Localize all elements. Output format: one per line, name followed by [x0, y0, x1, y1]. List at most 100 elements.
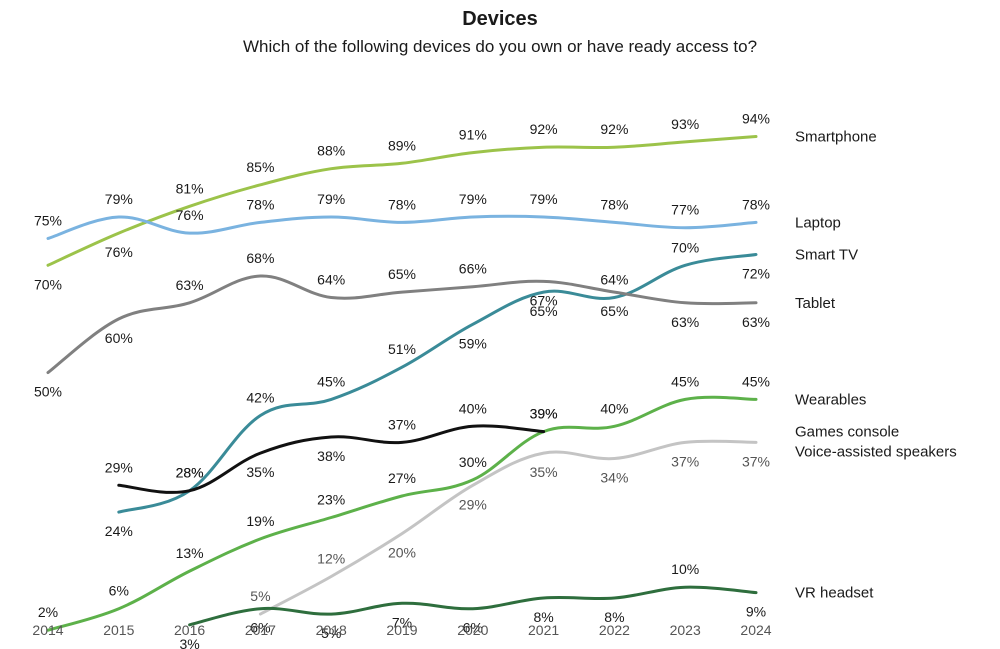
- data-label-vr-headset: 8%: [533, 609, 553, 625]
- series-line-vr-headset: [188, 585, 758, 627]
- data-label-smart-tv: 72%: [742, 266, 770, 282]
- data-label-smartphone: 85%: [246, 159, 274, 175]
- data-label-tablet: 64%: [317, 271, 345, 287]
- chart-title: Devices: [462, 8, 538, 30]
- data-label-voice-assisted-speakers: 37%: [742, 453, 770, 469]
- series-label-smart-tv: Smart TV: [795, 247, 858, 264]
- data-label-laptop: 78%: [742, 196, 770, 212]
- x-tick-label: 2022: [599, 622, 630, 638]
- data-label-laptop: 79%: [530, 191, 558, 207]
- data-label-wearables: 27%: [388, 470, 416, 486]
- data-label-games-console: 38%: [317, 448, 345, 464]
- data-label-vr-headset: 9%: [746, 604, 766, 620]
- x-tick-label: 2019: [386, 622, 417, 638]
- data-label-smartphone: 88%: [317, 143, 345, 159]
- series-label-laptop: Laptop: [795, 214, 841, 231]
- data-label-smart-tv: 24%: [105, 523, 133, 539]
- data-label-laptop: 79%: [459, 191, 487, 207]
- data-label-vr-headset: 3%: [179, 636, 199, 649]
- series-label-vr-headset: VR headset: [795, 585, 874, 602]
- data-label-smart-tv: 51%: [388, 341, 416, 357]
- series-label-games-console: Games console: [795, 424, 899, 441]
- data-label-smartphone: 70%: [34, 276, 62, 292]
- data-label-games-console: 29%: [105, 459, 133, 475]
- data-label-tablet: 60%: [105, 330, 133, 346]
- data-label-voice-assisted-speakers: 34%: [600, 469, 628, 485]
- data-label-smartphone: 91%: [459, 127, 487, 143]
- data-label-smart-tv: 64%: [600, 271, 628, 287]
- data-label-smart-tv: 59%: [459, 335, 487, 351]
- data-label-vr-headset: 5%: [321, 625, 341, 641]
- data-label-voice-assisted-speakers: 20%: [388, 545, 416, 561]
- series-line-wearables: [46, 395, 758, 632]
- x-tick-label: 2016: [174, 622, 205, 638]
- data-label-wearables: 23%: [317, 491, 345, 507]
- data-label-smartphone: 94%: [742, 110, 770, 126]
- series-line-voice-assisted-speakers: [258, 439, 758, 616]
- data-label-tablet: 65%: [600, 303, 628, 319]
- x-tick-label: 2017: [245, 622, 276, 638]
- data-label-games-console: 40%: [459, 400, 487, 416]
- data-label-smartphone: 76%: [105, 244, 133, 260]
- data-label-tablet: 66%: [459, 261, 487, 277]
- chart-subtitle: Which of the following devices do you ow…: [242, 37, 758, 56]
- data-label-wearables: 19%: [246, 513, 274, 529]
- x-tick-label: 2023: [670, 622, 701, 638]
- data-label-wearables: 6%: [109, 583, 129, 599]
- data-label-tablet: 63%: [671, 314, 699, 330]
- data-label-wearables: 30%: [459, 454, 487, 470]
- data-label-games-console: 37%: [388, 416, 416, 432]
- data-label-voice-assisted-speakers: 29%: [459, 496, 487, 512]
- series-label-tablet: Tablet: [795, 295, 836, 312]
- series-label-smartphone: Smartphone: [795, 128, 877, 145]
- data-label-games-console: 35%: [246, 464, 274, 480]
- data-label-wearables: 39%: [530, 406, 558, 422]
- data-label-games-console: 39%: [530, 406, 558, 422]
- data-label-laptop: 78%: [246, 196, 274, 212]
- series-label-wearables: Wearables: [795, 391, 866, 408]
- data-label-vr-headset: 7%: [392, 614, 412, 630]
- data-label-voice-assisted-speakers: 5%: [250, 588, 270, 604]
- data-label-smartphone: 92%: [600, 121, 628, 137]
- data-label-vr-headset: 10%: [671, 561, 699, 577]
- data-label-wearables: 13%: [176, 545, 204, 561]
- x-tick-label: 2021: [528, 622, 559, 638]
- data-label-games-console: 28%: [176, 465, 204, 481]
- data-label-smart-tv: 65%: [530, 303, 558, 319]
- x-tick-label: 2024: [740, 622, 771, 638]
- data-label-vr-headset: 6%: [463, 620, 483, 636]
- series-label-voice-assisted-speakers: Voice-assisted speakers: [795, 444, 957, 461]
- x-tick-label: 2018: [316, 622, 347, 638]
- data-label-vr-headset: 6%: [250, 620, 270, 636]
- data-label-tablet: 67%: [530, 292, 558, 308]
- data-label-laptop: 79%: [105, 191, 133, 207]
- data-label-laptop: 78%: [600, 196, 628, 212]
- data-label-laptop: 76%: [176, 207, 204, 223]
- data-label-smartphone: 92%: [530, 121, 558, 137]
- data-label-laptop: 75%: [34, 212, 62, 228]
- data-label-vr-headset: 8%: [604, 609, 624, 625]
- data-label-smartphone: 93%: [671, 116, 699, 132]
- data-label-tablet: 63%: [742, 314, 770, 330]
- series-line-games-console: [117, 424, 546, 494]
- data-label-wearables: 2%: [38, 604, 58, 620]
- series-line-tablet: [46, 274, 758, 375]
- data-label-wearables: 40%: [600, 400, 628, 416]
- data-label-voice-assisted-speakers: 35%: [530, 464, 558, 480]
- data-label-tablet: 50%: [34, 384, 62, 400]
- data-label-tablet: 63%: [176, 277, 204, 293]
- data-label-smartphone: 81%: [176, 180, 204, 196]
- x-tick-label: 2020: [457, 622, 488, 638]
- data-label-smart-tv: 28%: [176, 465, 204, 481]
- x-tick-label: 2014: [32, 622, 63, 638]
- x-tick-label: 2015: [103, 622, 134, 638]
- series-line-laptop: [46, 214, 758, 240]
- data-label-smartphone: 89%: [388, 137, 416, 153]
- data-label-laptop: 78%: [388, 196, 416, 212]
- data-label-smart-tv: 45%: [317, 373, 345, 389]
- data-label-smart-tv: 42%: [246, 390, 274, 406]
- data-label-wearables: 45%: [742, 373, 770, 389]
- data-label-tablet: 68%: [246, 250, 274, 266]
- data-label-laptop: 79%: [317, 191, 345, 207]
